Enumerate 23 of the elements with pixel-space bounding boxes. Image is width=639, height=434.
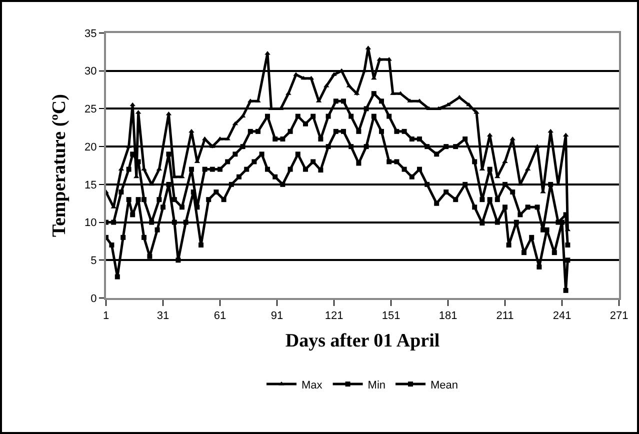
x-axis-title: Days after 01 April xyxy=(285,330,440,352)
y-tick-label: 5 xyxy=(90,254,97,267)
legend-label: Mean xyxy=(430,379,458,392)
x-tick-label: 1 xyxy=(102,310,110,322)
y-tick-label: 20 xyxy=(84,141,97,154)
x-tick-label: 121 xyxy=(324,310,344,322)
x-tick-label: 241 xyxy=(552,310,572,322)
x-tick-label: 271 xyxy=(610,310,628,322)
y-tick-label: 10 xyxy=(84,217,97,230)
y-tick-label: 30 xyxy=(84,66,97,78)
y-tick-label: 35 xyxy=(84,28,97,40)
y-tick-label: 25 xyxy=(84,104,97,116)
legend-label: Min xyxy=(368,379,386,392)
y-tick-label: 0 xyxy=(90,292,97,305)
x-tick-label: 151 xyxy=(382,310,400,322)
x-tick-label: 181 xyxy=(438,310,458,322)
x-tick-label: 91 xyxy=(270,310,284,322)
x-tick-label: 211 xyxy=(496,310,514,322)
x-tick-label: 31 xyxy=(156,310,170,322)
legend-label: Max xyxy=(302,379,323,392)
y-axis-title: Temperature (ºC) xyxy=(48,94,70,237)
x-tick-label: 61 xyxy=(214,310,226,322)
y-tick-label: 15 xyxy=(84,179,97,192)
